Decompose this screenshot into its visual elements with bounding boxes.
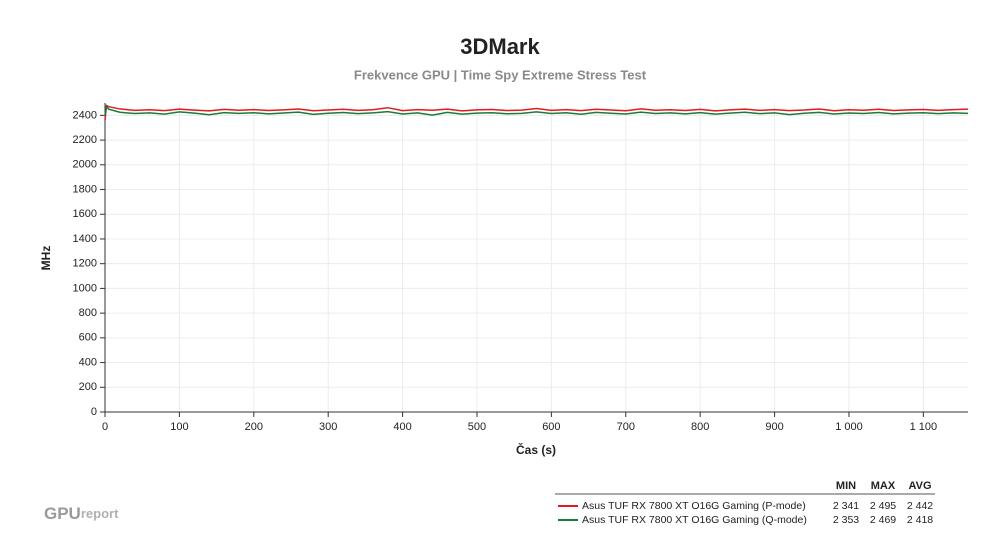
y-axis-label: MHz bbox=[39, 246, 53, 271]
x-tick-label: 0 bbox=[102, 421, 108, 433]
x-tick-label: 500 bbox=[468, 421, 486, 433]
brand-light: report bbox=[81, 506, 119, 521]
series-line bbox=[104, 104, 969, 121]
legend-column-header: MAX bbox=[871, 480, 896, 492]
x-tick-label: 700 bbox=[617, 421, 635, 433]
x-tick-label: 100 bbox=[170, 421, 188, 433]
y-tick-label: 200 bbox=[79, 381, 97, 393]
legend-stat: 2 442 bbox=[907, 500, 933, 512]
x-axis-label: Čas (s) bbox=[516, 442, 556, 457]
x-tick-label: 400 bbox=[393, 421, 411, 433]
chart-title: 3DMark bbox=[460, 34, 540, 59]
legend-stat: 2 495 bbox=[870, 500, 896, 512]
y-tick-label: 800 bbox=[79, 307, 97, 319]
legend-stat: 2 469 bbox=[870, 514, 896, 526]
y-tick-label: 1000 bbox=[73, 282, 97, 294]
y-tick-label: 2000 bbox=[73, 159, 97, 171]
legend-stat: 2 341 bbox=[833, 500, 859, 512]
legend-column-header: AVG bbox=[908, 480, 931, 492]
y-tick-label: 1200 bbox=[73, 258, 97, 270]
y-tick-label: 1400 bbox=[73, 233, 97, 245]
x-tick-label: 1 000 bbox=[835, 421, 863, 433]
legend-column-header: MIN bbox=[836, 480, 856, 492]
series-line bbox=[104, 105, 969, 116]
chart-subtitle: Frekvence GPU | Time Spy Extreme Stress … bbox=[354, 67, 647, 82]
y-tick-label: 400 bbox=[79, 356, 97, 368]
legend-stat: 2 353 bbox=[833, 514, 859, 526]
x-tick-label: 900 bbox=[765, 421, 783, 433]
x-tick-label: 800 bbox=[691, 421, 709, 433]
y-tick-label: 1600 bbox=[73, 208, 97, 220]
y-tick-label: 600 bbox=[79, 332, 97, 344]
legend-stat: 2 418 bbox=[907, 514, 933, 526]
y-tick-label: 2400 bbox=[73, 109, 97, 121]
y-tick-label: 2200 bbox=[73, 134, 97, 146]
brand-bold: GPU bbox=[44, 504, 81, 523]
legend-label: Asus TUF RX 7800 XT O16G Gaming (Q-mode) bbox=[582, 514, 807, 526]
y-tick-label: 0 bbox=[91, 406, 97, 418]
x-tick-label: 600 bbox=[542, 421, 560, 433]
x-tick-label: 300 bbox=[319, 421, 337, 433]
legend-label: Asus TUF RX 7800 XT O16G Gaming (P-mode) bbox=[582, 500, 806, 512]
x-tick-label: 200 bbox=[245, 421, 263, 433]
brand-logo: GPUreport bbox=[44, 504, 119, 523]
y-tick-label: 1800 bbox=[73, 183, 97, 195]
x-tick-label: 1 100 bbox=[910, 421, 938, 433]
